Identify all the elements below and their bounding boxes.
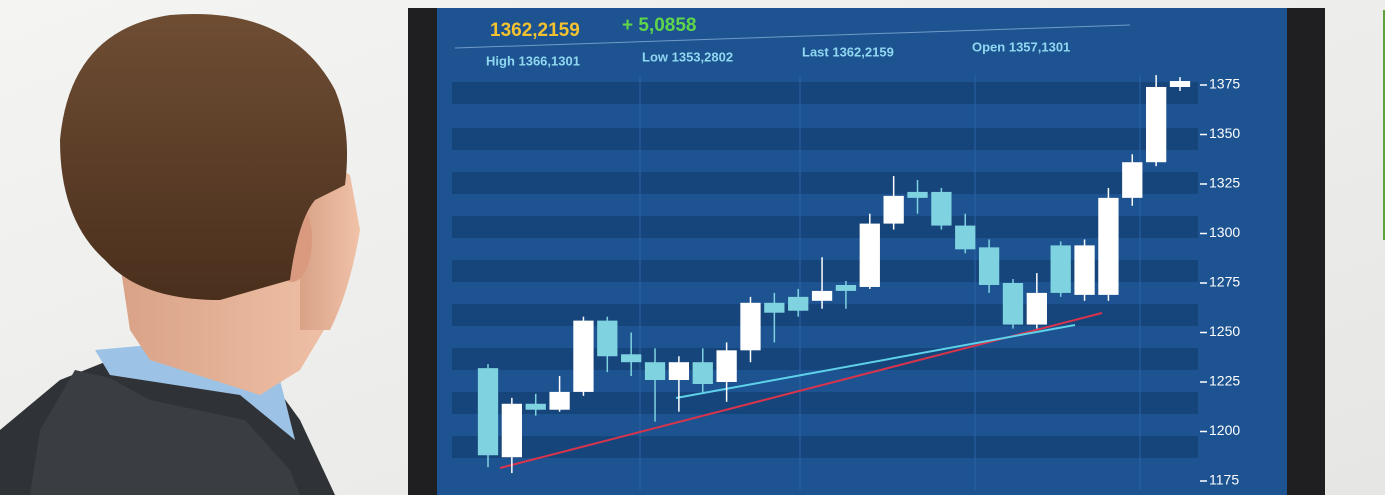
page: {"chart_data": { "type": "candlestick", … (0, 0, 1385, 495)
candle-body (502, 404, 522, 457)
candle-body (788, 297, 808, 311)
candle-body (669, 362, 689, 380)
candle-body (526, 404, 546, 410)
candle-body (884, 196, 904, 224)
candle-body (716, 350, 736, 382)
candle-body (1170, 81, 1190, 87)
high-label: High 1366,1301 (486, 53, 580, 68)
candle-body (979, 247, 999, 285)
candle-body (549, 392, 569, 410)
y-tick-label: 1275 (1209, 274, 1240, 290)
candle-body (1074, 245, 1094, 295)
candle-body (907, 192, 927, 198)
candle-body (645, 362, 665, 380)
y-tick-label: 1225 (1209, 373, 1240, 389)
y-tick-label: 1250 (1209, 323, 1240, 339)
candle-body (1146, 87, 1166, 162)
price: 1362,2159 (490, 20, 580, 41)
candle-body (1122, 162, 1142, 198)
candle-body (693, 362, 713, 384)
candle-body (1098, 198, 1118, 295)
open-label: Open 1357,1301 (972, 39, 1070, 54)
candle-body (812, 291, 832, 301)
candle-body (860, 224, 880, 287)
y-tick-label: 1200 (1209, 422, 1240, 438)
candle-body (478, 368, 498, 455)
y-tick-label: 1175 (1209, 472, 1239, 488)
y-tick-label: 1300 (1209, 224, 1240, 240)
candle-body (931, 192, 951, 226)
y-tick-label: 1375 (1209, 76, 1240, 92)
candle-body (1051, 245, 1071, 293)
candle-body (955, 226, 975, 250)
candle-body (740, 303, 760, 351)
scene: 1362,2159 + 5,0858 High 1366,1301 Low 13… (0, 0, 1385, 495)
candle-body (621, 354, 641, 362)
candle-body (1027, 293, 1047, 325)
last-label: Last 1362,2159 (802, 44, 894, 59)
candle-body (597, 321, 617, 357)
candle-body (1003, 283, 1023, 325)
candle-body (764, 303, 784, 313)
y-tick-label: 1350 (1209, 125, 1240, 141)
y-tick-label: 1325 (1209, 175, 1240, 191)
candle-body (573, 321, 593, 392)
candle-body (836, 285, 856, 291)
low-label: Low 1353,2802 (642, 49, 733, 64)
change: + 5,0858 (622, 15, 697, 36)
